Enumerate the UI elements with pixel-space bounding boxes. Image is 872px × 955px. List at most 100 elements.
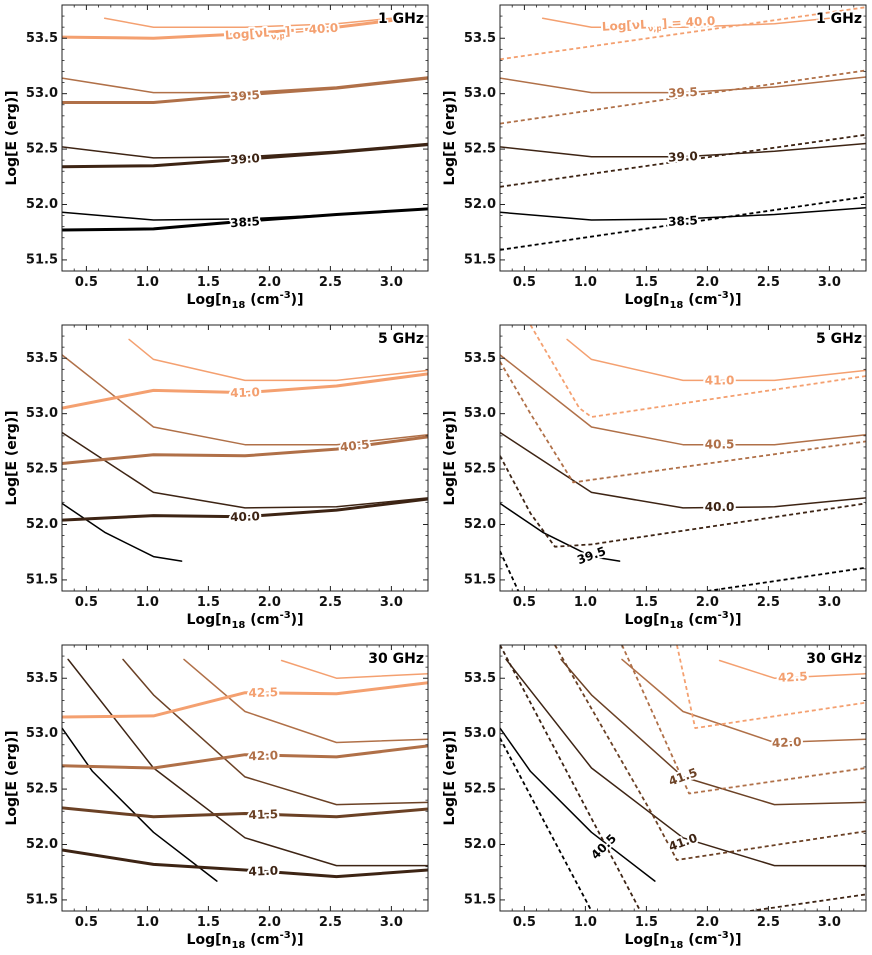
contour-label: 40.0 — [705, 500, 735, 514]
dashed-series-line-1 — [500, 737, 593, 911]
y-tick-label: 52.5 — [26, 782, 58, 797]
y-tick-label: 51.5 — [26, 892, 58, 907]
x-tick-label: 1.0 — [574, 275, 597, 290]
x-tick-label: 1.5 — [197, 915, 220, 930]
contour-label: 39.5 — [230, 88, 261, 104]
contour-label: 42.5 — [778, 669, 808, 685]
x-axis-label: Log[n18 (cm-3)] — [187, 610, 304, 631]
x-tick-label: 1.0 — [574, 595, 597, 610]
x-tick-label: 1.5 — [197, 275, 220, 290]
x-tick-label: 2.5 — [757, 915, 780, 930]
x-tick-label: 2.0 — [258, 275, 281, 290]
x-tick-label: 2.5 — [319, 915, 342, 930]
series-line-5 — [62, 372, 428, 410]
y-tick-label: 51.5 — [464, 892, 496, 907]
contour-label: 41.5 — [667, 765, 700, 788]
contour-label: 39.5 — [575, 544, 608, 567]
contour-label: 41.5 — [248, 807, 278, 822]
y-tick-label: 53.0 — [464, 406, 496, 421]
series-group — [500, 325, 866, 591]
contour-label: 40.0 — [230, 509, 260, 524]
x-axis-label: Log[n18 (cm-3)] — [187, 290, 304, 311]
series-line-7 — [103, 17, 393, 28]
series-line-5 — [500, 354, 866, 446]
contour-label: 38.5 — [230, 214, 261, 230]
y-tick-label: 52.5 — [464, 462, 496, 477]
dashed-series-line-8 — [621, 645, 866, 795]
y-tick-label: 52.0 — [464, 517, 496, 532]
series-line-0 — [500, 502, 621, 562]
x-tick-label: 1.5 — [635, 275, 658, 290]
series-line-6 — [128, 338, 428, 382]
dashed-series-line-1 — [500, 195, 866, 251]
dashed-series-line-2 — [707, 566, 866, 591]
x-tick-label: 1.0 — [136, 275, 159, 290]
dashed-series-line-5 — [500, 69, 866, 125]
y-tick-label: 52.5 — [464, 782, 496, 797]
y-tick-label: 52.0 — [464, 837, 496, 852]
series-line-2 — [67, 658, 428, 867]
x-tick-label: 2.5 — [319, 275, 342, 290]
y-tick-label: 52.5 — [464, 142, 496, 157]
x-tick-label: 2.5 — [757, 275, 780, 290]
series-group — [62, 658, 428, 882]
series-line-4 — [500, 76, 866, 94]
y-axis-label: Log[E (erg)] — [4, 730, 20, 825]
x-tick-label: 2.5 — [319, 595, 342, 610]
contour-label: 42.0 — [248, 748, 278, 763]
series-line-9 — [718, 659, 866, 679]
series-line-2 — [505, 658, 866, 867]
panel-title: 5 GHz — [816, 331, 862, 347]
contour-label: 41.0 — [705, 373, 735, 387]
series-line-3 — [500, 431, 866, 509]
x-tick-label: 3.0 — [818, 595, 841, 610]
y-tick-label: 53.5 — [464, 671, 496, 686]
series-group — [62, 338, 428, 562]
x-tick-label: 2.0 — [696, 595, 719, 610]
y-axis-label: Log[E (erg)] — [4, 90, 20, 185]
panel-p5: 41.0 41.5 42.0 42.5 0.5 1.0 1.5 2.0 2.5 3.0 51.5 52… — [4, 644, 429, 951]
x-tick-label: 0.5 — [513, 595, 536, 610]
contour-label: 39.5 — [668, 85, 698, 101]
x-tick-label: 2.0 — [258, 915, 281, 930]
y-axis-label: Log[E (erg)] — [442, 410, 458, 505]
series-line-0 — [500, 727, 656, 882]
series-line-1 — [62, 848, 428, 879]
series-line-6 — [62, 19, 393, 40]
y-tick-label: 53.5 — [464, 351, 496, 366]
contour-label: 41.0 — [230, 385, 260, 400]
series-line-2 — [62, 143, 428, 169]
contour-label: 40.5 — [339, 437, 370, 454]
series-line-0 — [62, 502, 183, 562]
series-line-1 — [62, 497, 428, 522]
series-line-2 — [62, 431, 428, 509]
y-tick-label: 51.5 — [26, 252, 58, 267]
series-group — [62, 17, 428, 232]
series-line-3 — [62, 806, 428, 819]
panel-title: 30 GHz — [368, 651, 424, 667]
series-line-4 — [62, 354, 428, 446]
series-line-7 — [566, 338, 866, 382]
x-axis-label: Log[n18 (cm-3)] — [625, 290, 742, 311]
x-tick-label: 0.5 — [513, 275, 536, 290]
y-axis-label: Log[E (erg)] — [4, 410, 20, 505]
panel-title: 1 GHz — [816, 11, 862, 27]
dashed-series-line-6 — [554, 645, 866, 861]
panel-title: 5 GHz — [378, 331, 424, 347]
plot-frame — [499, 4, 867, 272]
series-line-0 — [62, 727, 218, 882]
x-tick-label: 0.5 — [513, 915, 536, 930]
x-tick-label: 1.0 — [574, 915, 597, 930]
dashed-series-line-3 — [500, 645, 642, 911]
y-tick-label: 52.5 — [26, 142, 58, 157]
x-tick-label: 3.0 — [818, 915, 841, 930]
x-tick-label: 3.0 — [380, 595, 403, 610]
x-tick-label: 1.5 — [635, 595, 658, 610]
series-line-3 — [62, 435, 428, 465]
y-tick-label: 53.5 — [26, 31, 58, 46]
y-axis-label: Log[E (erg)] — [442, 90, 458, 185]
plot-frame — [61, 4, 429, 272]
panel-p4: 39.5 40.0 40.5 41.0 0.5 1.0 1.5 2.0 2.5 3.0 51.5 52… — [442, 324, 867, 631]
contour-label: 41.0 — [248, 864, 278, 879]
